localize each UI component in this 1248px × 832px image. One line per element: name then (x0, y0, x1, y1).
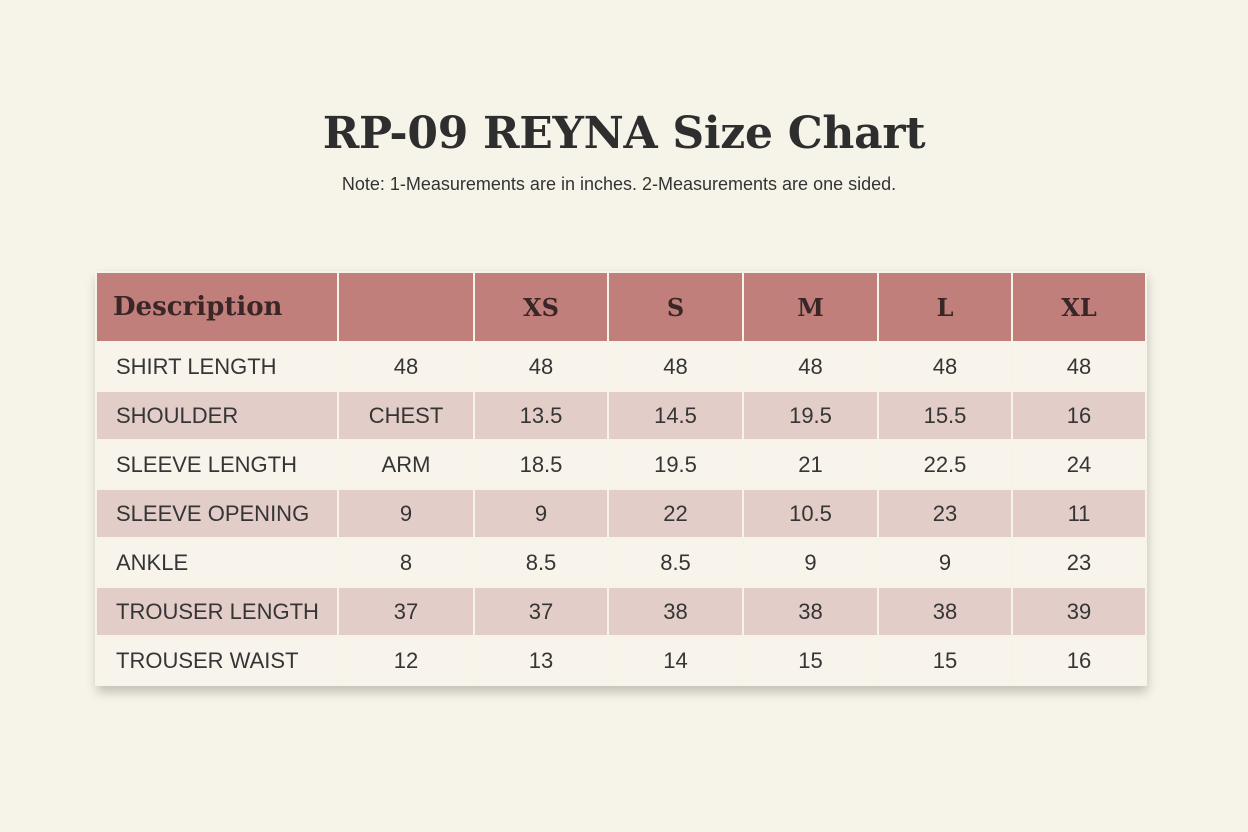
column-header-m: M (742, 271, 879, 343)
table-cell: 9 (337, 488, 475, 539)
table-cell: 9 (473, 488, 609, 539)
table-cell: 15.5 (877, 390, 1013, 441)
row-label: SLEEVE OPENING (95, 488, 339, 539)
column-header-description: Description (95, 271, 339, 343)
table-cell: 38 (607, 586, 744, 637)
table-cell: 13 (473, 635, 609, 686)
table-row: SHIRT LENGTH 48 48 48 48 48 48 (95, 341, 1147, 392)
column-header-l: L (877, 271, 1013, 343)
row-label: SLEEVE LENGTH (95, 439, 339, 490)
table-cell: 11 (1011, 488, 1147, 539)
row-label: SHIRT LENGTH (95, 341, 339, 392)
table-row: SLEEVE LENGTH ARM 18.5 19.5 21 22.5 24 (95, 439, 1147, 490)
table-cell: 48 (1011, 341, 1147, 392)
table-cell: 38 (877, 586, 1013, 637)
table-cell: 19.5 (607, 439, 744, 490)
table-cell: 12 (337, 635, 475, 686)
table-cell: ARM (337, 439, 475, 490)
table-cell: 8 (337, 537, 475, 588)
row-label: TROUSER WAIST (95, 635, 339, 686)
header-row: Description XS S M L XL (95, 271, 1147, 343)
table-cell: CHEST (337, 390, 475, 441)
table-cell: 21 (742, 439, 879, 490)
table-cell: 15 (742, 635, 879, 686)
table-cell: 23 (877, 488, 1013, 539)
table-cell: 48 (337, 341, 475, 392)
table-cell: 39 (1011, 586, 1147, 637)
measurement-note: Note: 1-Measurements are in inches. 2-Me… (341, 174, 897, 194)
size-chart-table-container: Description XS S M L XL SHIRT LENGTH 48 … (95, 271, 1147, 686)
table-cell: 19.5 (742, 390, 879, 441)
table-row: TROUSER LENGTH 37 37 38 38 38 39 (95, 586, 1147, 637)
table-cell: 48 (473, 341, 609, 392)
column-header-xs: XS (473, 271, 609, 343)
row-label: TROUSER LENGTH (95, 586, 339, 637)
table-row: TROUSER WAIST 12 13 14 15 15 16 (95, 635, 1147, 686)
table-cell: 22.5 (877, 439, 1013, 490)
table-cell: 9 (742, 537, 879, 588)
table-cell: 9 (877, 537, 1013, 588)
table-row: SHOULDER CHEST 13.5 14.5 19.5 15.5 16 (95, 390, 1147, 441)
table-row: SLEEVE OPENING 9 9 22 10.5 23 11 (95, 488, 1147, 539)
table-cell: 48 (877, 341, 1013, 392)
table-cell: 24 (1011, 439, 1147, 490)
table-cell: 37 (337, 586, 475, 637)
table-cell: 10.5 (742, 488, 879, 539)
table-cell: 18.5 (473, 439, 609, 490)
column-header-s: S (607, 271, 744, 343)
row-label: SHOULDER (95, 390, 339, 441)
column-header-blank (337, 271, 475, 343)
table-cell: 37 (473, 586, 609, 637)
table-cell: 48 (607, 341, 744, 392)
table-cell: 14 (607, 635, 744, 686)
table-cell: 8.5 (607, 537, 744, 588)
table-cell: 16 (1011, 635, 1147, 686)
column-header-xl: XL (1011, 271, 1147, 343)
table-cell: 15 (877, 635, 1013, 686)
row-label: ANKLE (95, 537, 339, 588)
table-cell: 22 (607, 488, 744, 539)
page-title: RP-09 REYNA Size Chart (322, 108, 926, 159)
table-cell: 8.5 (473, 537, 609, 588)
table-cell: 16 (1011, 390, 1147, 441)
table-cell: 48 (742, 341, 879, 392)
table-cell: 23 (1011, 537, 1147, 588)
table-cell: 38 (742, 586, 879, 637)
table-row: ANKLE 8 8.5 8.5 9 9 23 (95, 537, 1147, 588)
table-cell: 14.5 (607, 390, 744, 441)
size-chart-table: Description XS S M L XL SHIRT LENGTH 48 … (95, 271, 1147, 686)
table-cell: 13.5 (473, 390, 609, 441)
